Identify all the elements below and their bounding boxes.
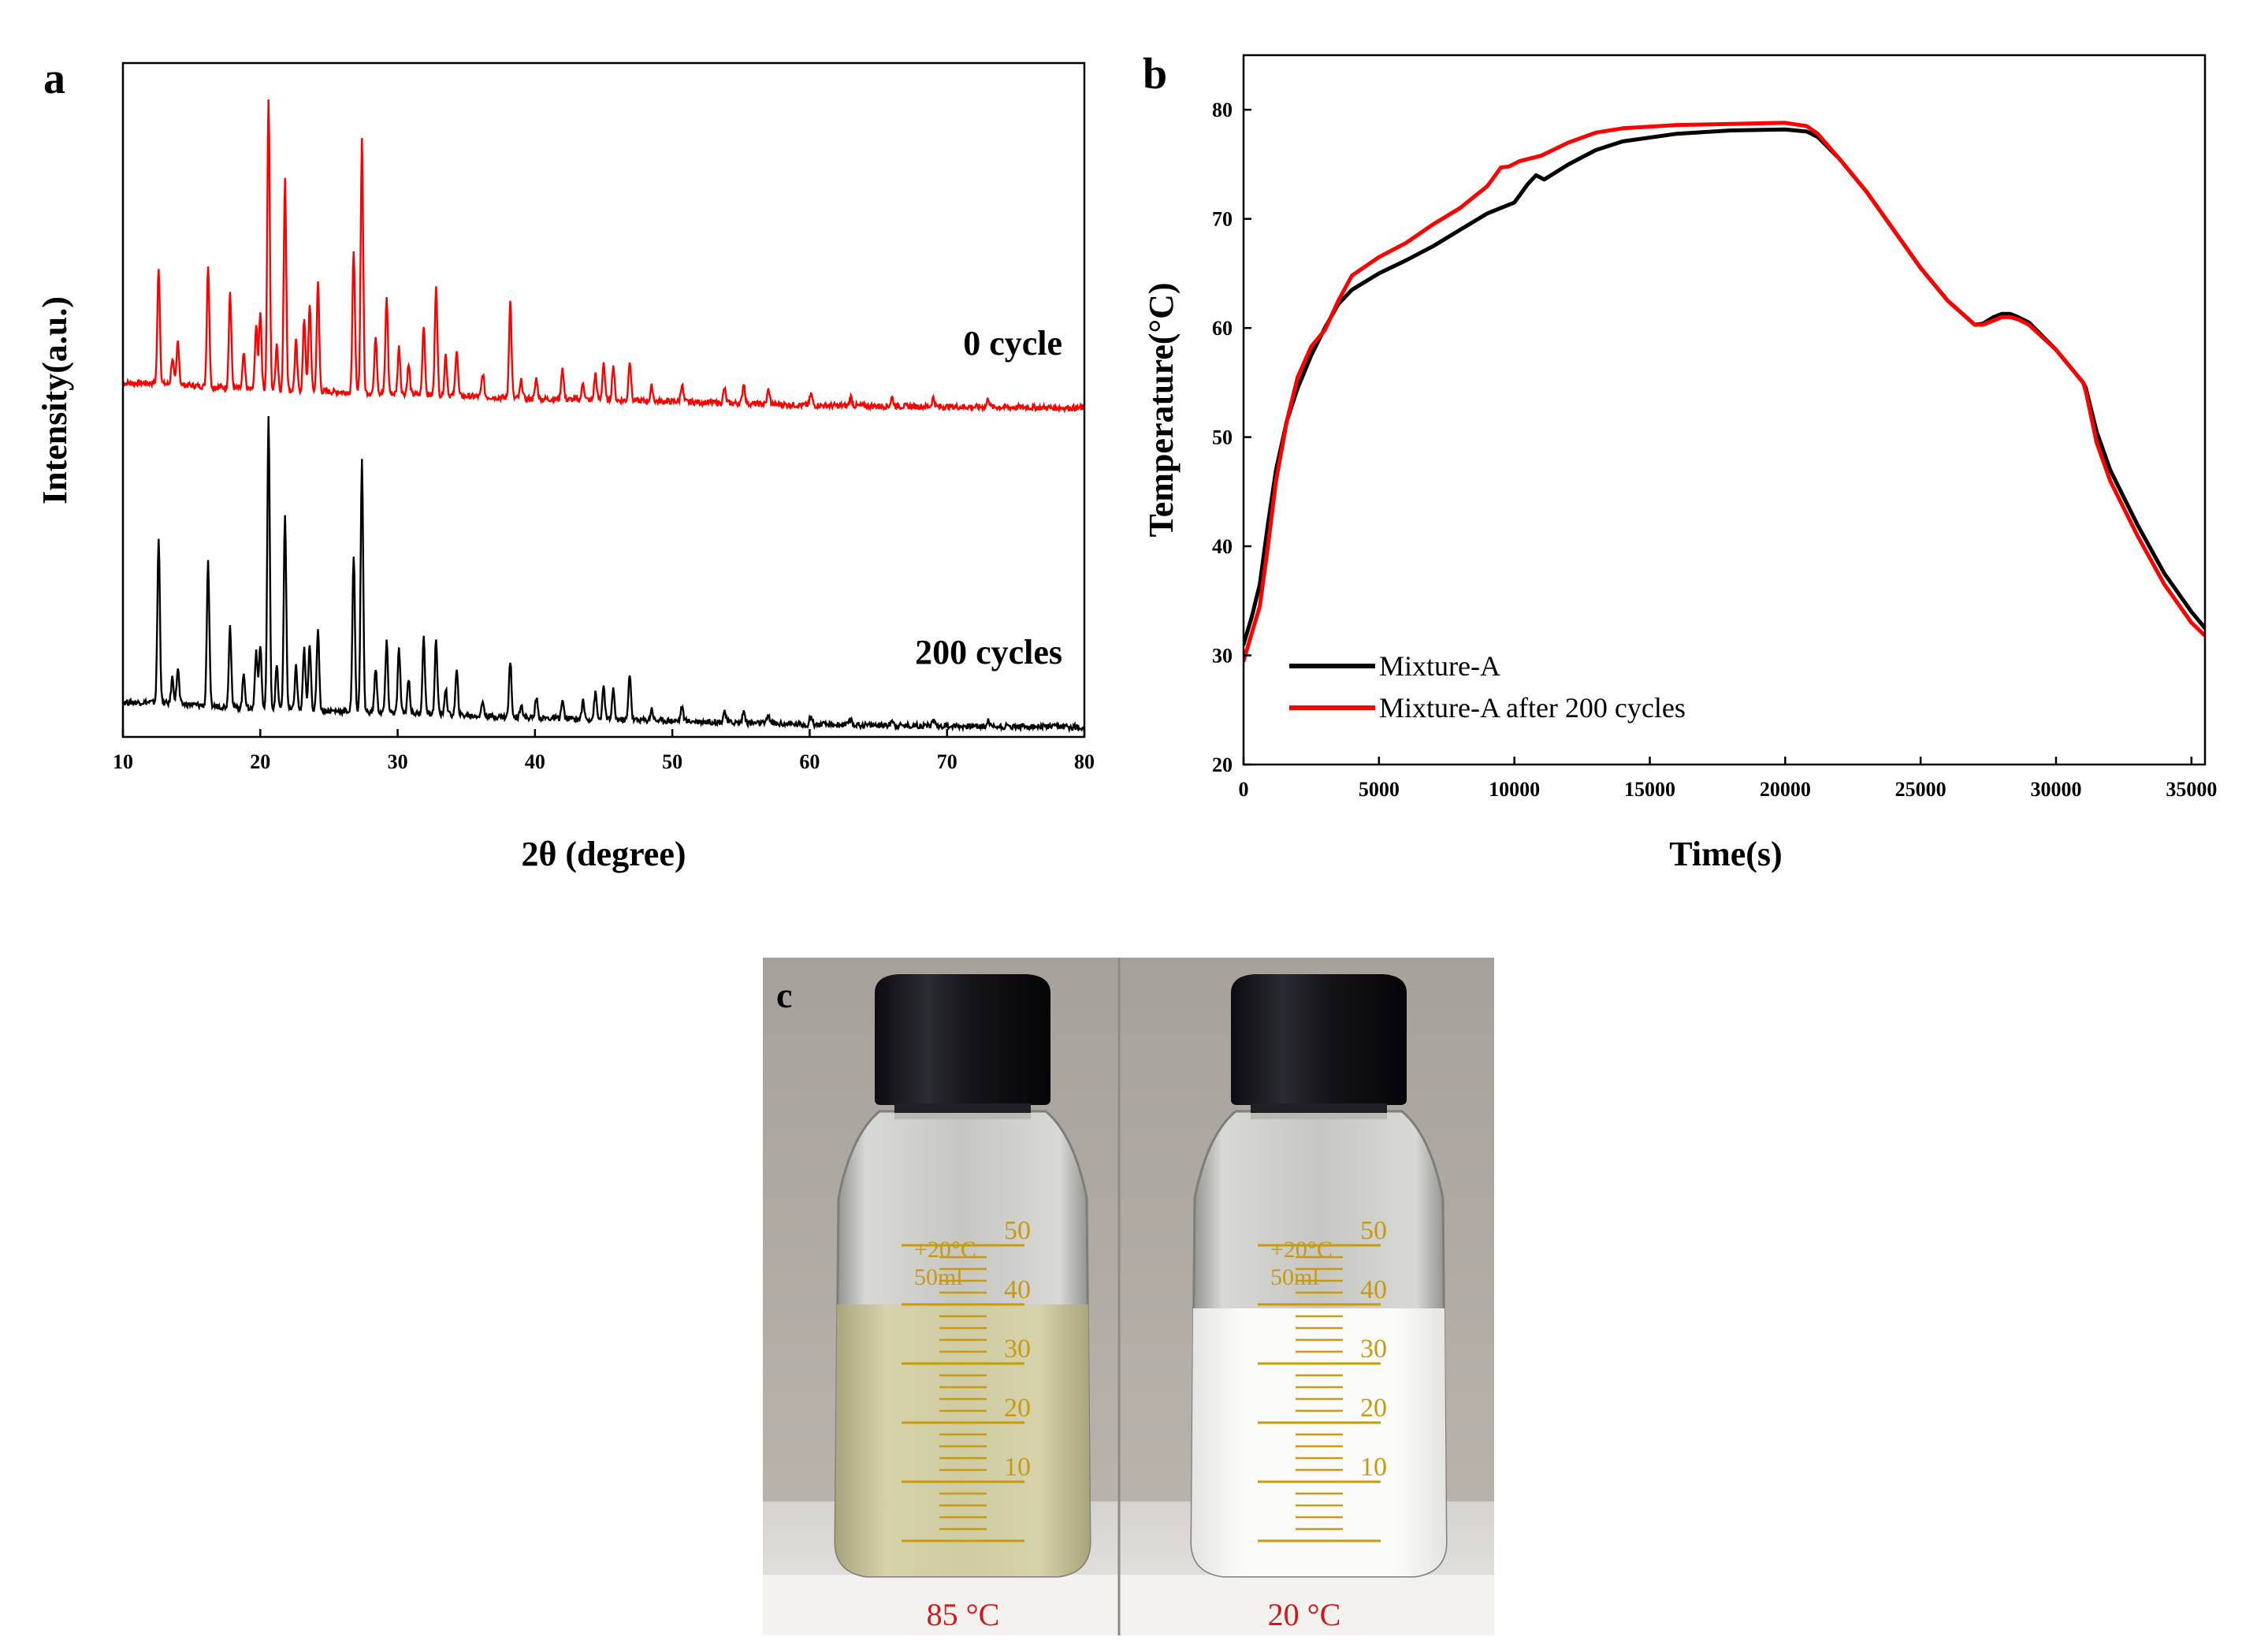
b-y-tick-label-80: 80	[1212, 99, 1233, 121]
a-x-tick-label-30: 30	[388, 750, 408, 773]
graduation-label-20: 20	[1360, 1393, 1387, 1423]
caption-20C: 20 °C	[1268, 1597, 1341, 1632]
graduation-label-50: 50	[1004, 1216, 1031, 1245]
bottle-85C-liquid	[835, 1304, 1090, 1576]
bottle-85C-label-temperature: +20°C	[914, 1237, 976, 1263]
panel-a-xrd-chart: a 10 20 30 40 50 60 70 80 0 cycle 200 cycles 2θ…	[35, 54, 1095, 873]
panel-b-letter: b	[1143, 50, 1167, 99]
panel-a-x-axis: 10 20 30 40 50 60 70 80	[113, 729, 1095, 773]
panel-a-x-axis-title: 2θ (degree)	[521, 835, 686, 873]
b-x-tick-label-5000: 5000	[1359, 778, 1400, 801]
temperature-curve-mixture-a	[1244, 127, 2205, 647]
b-y-tick-label-50: 50	[1212, 426, 1233, 449]
b-y-tick-label-30: 30	[1212, 645, 1233, 668]
panel-a-label-200-cycles: 200 cycles	[915, 633, 1062, 672]
panel-a-y-axis-title: Intensity(a.u.)	[35, 296, 74, 504]
panel-a-letter: a	[43, 54, 65, 103]
graduation-label-30: 30	[1004, 1334, 1031, 1364]
bottle-20C-solid	[1192, 1308, 1446, 1576]
legend-label-mixture-a-after-200-cycles: Mixture-A after 200 cycles	[1379, 692, 1686, 724]
panel-a-plot-frame	[121, 61, 1086, 739]
panel-b-traces	[1244, 121, 2205, 663]
a-x-tick-label-60: 60	[799, 750, 820, 773]
panel-b-axes: 0 5000 10000 15000 20000 25000 30000 35000 20 30 4…	[1212, 99, 2217, 801]
b-y-tick-label-40: 40	[1212, 535, 1233, 558]
bottle-20C-label-temperature: +20°C	[1270, 1237, 1333, 1263]
bottle-85C-cap	[875, 974, 1050, 1105]
graduation-label-50: 50	[1360, 1216, 1387, 1245]
b-x-tick-label-30000: 30000	[2030, 778, 2081, 801]
panel-b-x-axis-title: Time(s)	[1669, 835, 1782, 873]
graduation-label-10: 10	[1004, 1453, 1031, 1482]
panel-a-label-0-cycle: 0 cycle	[963, 324, 1062, 363]
b-y-tick-label-70: 70	[1212, 208, 1233, 231]
bottle-20C-cap	[1231, 974, 1407, 1105]
panel-c-letter: c	[776, 975, 792, 1015]
a-x-tick-label-20: 20	[250, 750, 270, 773]
graduation-label-10: 10	[1360, 1453, 1387, 1482]
bottle-85C-cap-ring	[894, 1103, 1031, 1113]
graduation-label-40: 40	[1360, 1275, 1387, 1304]
bottle-20C-cap-ring	[1251, 1103, 1387, 1113]
b-x-tick-label-10000: 10000	[1489, 778, 1540, 801]
a-x-tick-label-70: 70	[937, 750, 957, 773]
panel-b-y-axis-title: Temperature(°C)	[1142, 282, 1181, 537]
b-x-tick-label-25000: 25000	[1895, 778, 1947, 801]
b-x-tick-label-20000: 20000	[1760, 778, 1811, 801]
bottle-20C-graduations: 50 40 30 20 10	[1258, 1216, 1387, 1542]
a-x-tick-label-80: 80	[1074, 750, 1095, 773]
xrd-trace-0-cycle	[123, 99, 1084, 414]
temperature-curve-mixture-a-after-200-cycles	[1244, 121, 2205, 663]
panel-b-plot-frame	[1242, 54, 2207, 766]
b-y-tick-label-20: 20	[1212, 753, 1233, 776]
bottle-85C-graduations: 50 40 30 20 10	[902, 1216, 1031, 1542]
panel-b-legend: Mixture-A Mixture-A after 200 cycles	[1289, 650, 1686, 724]
photo-bench-edge	[763, 1575, 1494, 1635]
a-x-tick-label-40: 40	[525, 750, 545, 773]
graduation-label-20: 20	[1004, 1393, 1031, 1423]
caption-85C: 85 °C	[927, 1597, 1000, 1632]
legend-label-mixture-a: Mixture-A	[1379, 650, 1500, 682]
xrd-trace-200-cycles	[123, 415, 1084, 734]
a-x-tick-label-10: 10	[113, 750, 133, 773]
b-x-tick-label-35000: 35000	[2166, 778, 2217, 801]
panel-b-temperature-chart: b 0 5000 10000 15000 20000 25000 30000 35000 20 3…	[1142, 50, 2217, 873]
graduation-label-30: 30	[1360, 1334, 1387, 1364]
b-y-tick-label-60: 60	[1212, 317, 1233, 340]
graduation-label-40: 40	[1004, 1275, 1031, 1304]
a-x-tick-label-50: 50	[662, 750, 682, 773]
b-x-tick-label-15000: 15000	[1624, 778, 1675, 801]
panel-a-traces	[123, 99, 1084, 734]
b-x-tick-label-0: 0	[1239, 778, 1249, 801]
